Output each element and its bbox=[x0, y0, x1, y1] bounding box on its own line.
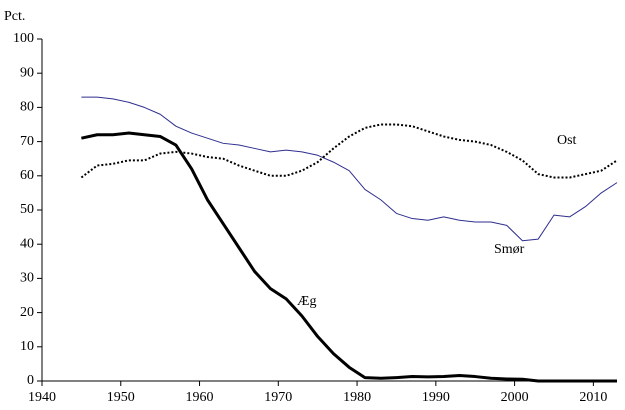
series-line bbox=[81, 131, 617, 383]
y-tick-label: 70 bbox=[20, 134, 34, 149]
y-axis-label: Pct. bbox=[4, 9, 25, 24]
x-tick-label: 2010 bbox=[579, 390, 607, 405]
y-tick-label: 90 bbox=[20, 65, 34, 80]
y-tick-label: 30 bbox=[20, 271, 34, 286]
x-tick-label: 1950 bbox=[107, 390, 135, 405]
y-tick-label: 20 bbox=[20, 305, 34, 320]
x-tick-label: 1940 bbox=[28, 390, 56, 405]
x-tick-label: 1980 bbox=[343, 390, 371, 405]
y-tick-label: 0 bbox=[27, 373, 34, 388]
series-line bbox=[80, 123, 618, 179]
x-tick-label: 1960 bbox=[186, 390, 214, 405]
series-line bbox=[81, 96, 618, 242]
y-tick-label: 40 bbox=[20, 236, 34, 251]
y-tick-label: 100 bbox=[13, 31, 34, 46]
x-tick-label: 1990 bbox=[422, 390, 450, 405]
y-tick-label: 60 bbox=[20, 168, 34, 183]
x-tick-label: 1970 bbox=[264, 390, 292, 405]
y-tick-label: 50 bbox=[20, 202, 34, 217]
series-label: Smør bbox=[494, 242, 525, 257]
series-label: Ost bbox=[557, 133, 577, 148]
y-tick-label: 80 bbox=[20, 100, 34, 115]
y-tick-label: 10 bbox=[20, 339, 34, 354]
series-label: Æg bbox=[297, 294, 316, 309]
x-tick-label: 2000 bbox=[501, 390, 529, 405]
